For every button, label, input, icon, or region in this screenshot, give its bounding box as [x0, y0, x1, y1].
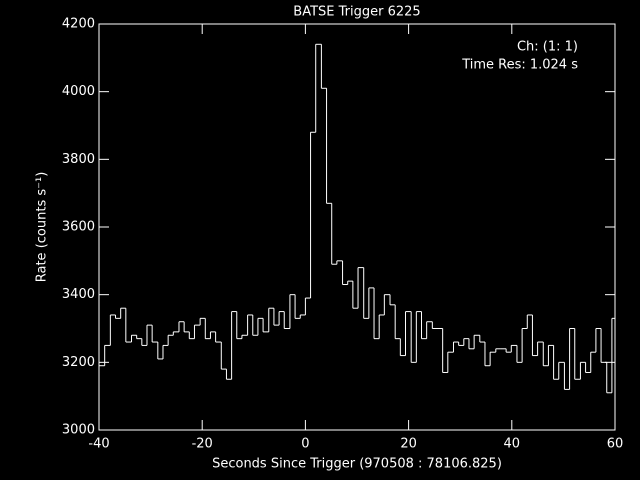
plot-frame: [98, 23, 616, 431]
x-tick-label: 20: [400, 437, 417, 452]
chart-title: BATSE Trigger 6225: [293, 5, 420, 20]
y-axis-label: Rate (counts s⁻¹): [35, 172, 50, 283]
y-tick-label: 3800: [62, 152, 95, 167]
x-tick-label: -40: [88, 437, 109, 452]
y-tick-label: 3200: [62, 355, 95, 370]
y-tick-label: 3600: [62, 220, 95, 235]
x-tick-label: 60: [607, 437, 624, 452]
y-tick-label: 4000: [62, 84, 95, 99]
x-tick-label: 0: [301, 437, 309, 452]
y-tick-label: 3400: [62, 287, 95, 302]
y-tick-label: 3000: [62, 423, 95, 438]
annotation: Ch: (1: 1): [517, 40, 578, 55]
x-tick-label: 40: [504, 437, 521, 452]
x-axis-label: Seconds Since Trigger (970508 : 78106.82…: [212, 457, 502, 472]
step-connector: [104, 44, 613, 393]
y-tick-label: 4200: [62, 17, 95, 32]
annotation: Time Res: 1.024 s: [461, 58, 578, 73]
x-tick-label: -20: [192, 437, 213, 452]
